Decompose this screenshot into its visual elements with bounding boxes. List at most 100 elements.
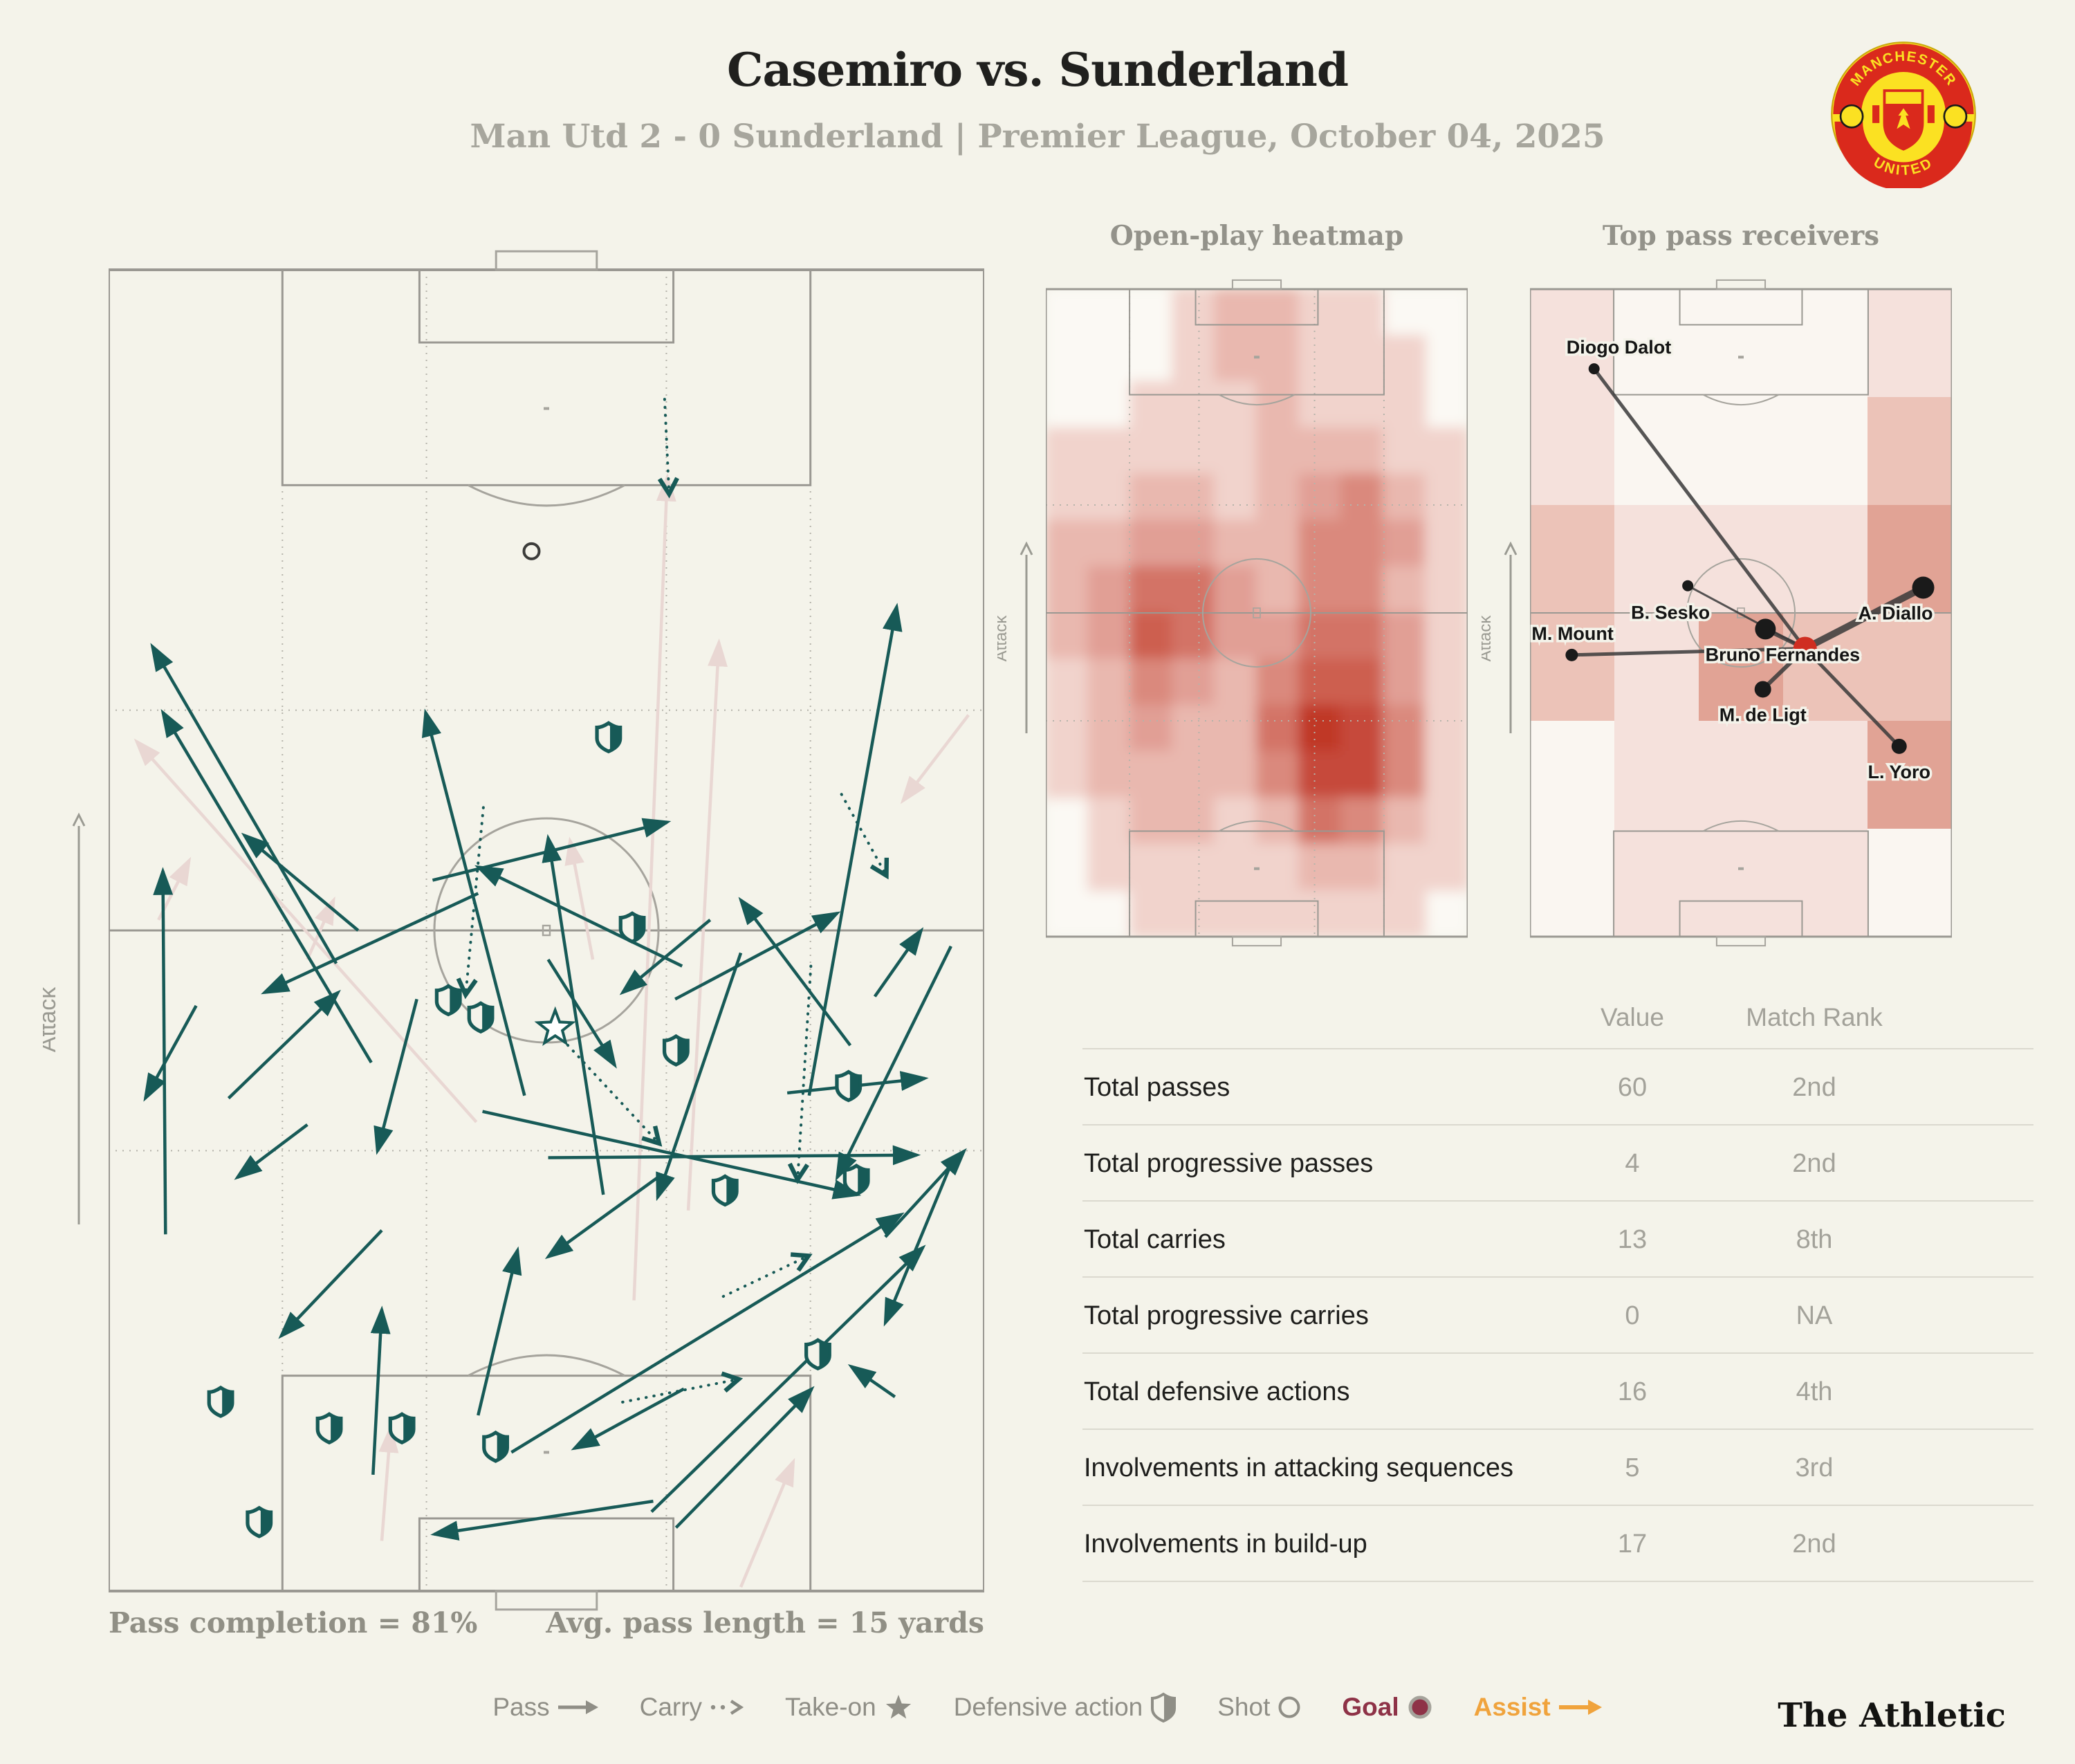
attack-direction-receivers: Attack xyxy=(1482,541,1518,733)
stat-rank: 2nd xyxy=(1792,1149,1836,1178)
stat-label: Total defensive actions xyxy=(1084,1377,1350,1406)
match-subtitle: Man Utd 2 - 0 Sunderland | Premier Leagu… xyxy=(470,118,1605,156)
the-athletic-logo: The Athletic xyxy=(1778,1696,2006,1735)
carry-arrow xyxy=(466,806,485,992)
avg-pass-length-note: Avg. pass length = 15 yards xyxy=(546,1606,984,1639)
incomplete-pass-arrow xyxy=(133,738,478,1123)
stat-label: Involvements in attacking sequences xyxy=(1084,1453,1514,1482)
heatmap-pitch xyxy=(1046,279,1468,947)
pitch-lines xyxy=(1530,279,1952,947)
receiver-dot xyxy=(1755,618,1776,640)
receiver-link-line xyxy=(1801,584,1927,652)
table-row: Total carries 13 8th xyxy=(1082,1200,2034,1278)
pass-arrow xyxy=(807,603,903,1096)
defensive-action-shield xyxy=(388,1412,416,1445)
pass-arrow xyxy=(143,1004,198,1102)
crest-devil xyxy=(1897,108,1910,129)
table-row: Involvements in build-up 17 2nd xyxy=(1082,1505,2034,1582)
incomplete-pass-arrow xyxy=(900,714,970,805)
heatmap-title: Open-play heatmap xyxy=(1109,220,1404,252)
defensive-action-shield xyxy=(842,1164,870,1196)
crest-ball-left xyxy=(1839,104,1864,129)
take-on-star-icon xyxy=(885,1695,911,1719)
pass-arrow xyxy=(278,1229,383,1339)
incomplete-pass-arrow xyxy=(378,1424,399,1541)
pass-arrow xyxy=(430,1499,654,1541)
stat-rank: 2nd xyxy=(1792,1529,1836,1559)
carry-arrow xyxy=(555,1031,658,1142)
receiver-label: A. Diallo xyxy=(1859,603,1933,623)
defensive-action-label: Defensive action xyxy=(953,1693,1143,1721)
pass-arrow xyxy=(619,918,712,995)
goal-circle-icon xyxy=(1408,1696,1432,1719)
pass-arrow xyxy=(510,1212,905,1454)
assist-label: Assist xyxy=(1473,1693,1551,1721)
stat-label: Involvements in build-up xyxy=(1084,1529,1367,1559)
assist-arrow-icon xyxy=(1558,1700,1602,1715)
defensive-action-shield xyxy=(467,1001,495,1034)
crest-bottom-banner xyxy=(1834,120,1973,188)
pass-arrow xyxy=(370,1305,391,1476)
stat-rank: 4th xyxy=(1796,1377,1833,1406)
incomplete-pass-arrow xyxy=(564,836,595,960)
stat-value: 0 xyxy=(1625,1301,1640,1330)
shot-label: Shot xyxy=(1217,1693,1271,1721)
receiver-label: Diogo Dalot xyxy=(1567,337,1671,358)
goal-label: Goal xyxy=(1342,1693,1399,1721)
pass-arrow xyxy=(548,1145,921,1166)
defensive-action-shield xyxy=(434,984,462,1017)
completed-passes xyxy=(143,603,967,1541)
receiver-links xyxy=(1569,367,1927,748)
defensive-action-shield xyxy=(804,1338,831,1371)
stat-value: 16 xyxy=(1617,1377,1648,1406)
pitch-lines xyxy=(109,250,984,1611)
page-title: Casemiro vs. Sunderland xyxy=(726,43,1349,97)
table-bottom-rule xyxy=(1082,1581,2034,1582)
pass-arrow xyxy=(261,892,479,995)
pass-arrow xyxy=(227,989,341,1100)
pass-arrow xyxy=(474,865,683,968)
carry-label: Carry xyxy=(639,1693,703,1721)
stat-value: 17 xyxy=(1617,1529,1648,1559)
crest-ship xyxy=(1885,91,1921,104)
stat-label: Total progressive passes xyxy=(1084,1149,1374,1178)
receiver-link-line xyxy=(1569,646,1807,657)
receiver-label: M. de Ligt xyxy=(1719,704,1807,725)
carry-arrow xyxy=(665,398,669,492)
defensive-action-shield xyxy=(315,1412,343,1445)
defensive-action-shield xyxy=(246,1505,273,1538)
receiver-label: L. Yoro xyxy=(1868,762,1930,782)
legend-carry: Carry xyxy=(640,1693,745,1722)
table-header-rank: Match Rank xyxy=(1746,1003,1883,1031)
pass-arrow xyxy=(847,1364,896,1399)
attack-direction-main: Attack xyxy=(43,812,86,1224)
receiver-label: B. Sesko xyxy=(1631,603,1710,623)
pass-arrow xyxy=(546,958,617,1069)
carry-arrow-icon xyxy=(710,1700,744,1715)
receiver-label: Bruno Fernandes xyxy=(1706,644,1861,665)
stat-rank: 3rd xyxy=(1795,1453,1834,1482)
defensive-action-shield xyxy=(595,721,622,754)
receiver-dot xyxy=(1588,363,1600,375)
incomplete-pass-arrow xyxy=(306,896,335,960)
pass-arrow xyxy=(150,643,338,964)
table-header-value: Value xyxy=(1601,1003,1664,1031)
pass-arrow xyxy=(650,1244,926,1514)
legend-shot: Shot xyxy=(1217,1693,1302,1722)
defensive-action-shield xyxy=(662,1033,690,1067)
crest-top-banner xyxy=(1833,44,1974,115)
stat-label: Total carries xyxy=(1084,1225,1226,1254)
legend-take-on: Take-on xyxy=(785,1693,914,1722)
pass-arrow xyxy=(738,897,852,1047)
pass-arrow xyxy=(544,1176,659,1260)
attack-label: Attack xyxy=(43,986,61,1052)
take-on-star xyxy=(534,1006,576,1047)
stat-value: 60 xyxy=(1617,1073,1648,1102)
attack-label: Attack xyxy=(997,615,1011,662)
defensive-action-shield xyxy=(482,1430,509,1463)
attack-direction-heatmap: Attack xyxy=(997,541,1033,733)
table-row: Total passes 60 2nd xyxy=(1082,1048,2034,1126)
receiver-dot xyxy=(1912,576,1935,599)
pass-arrow xyxy=(883,1164,952,1327)
pass-arrow xyxy=(374,998,418,1155)
